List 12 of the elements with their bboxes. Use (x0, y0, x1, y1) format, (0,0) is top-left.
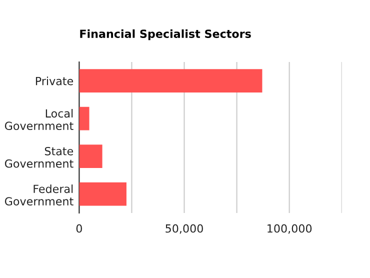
y-tick-label: State Government (4, 146, 74, 168)
y-tick-label: Private (36, 76, 74, 86)
y-tick-label: Federal Government (4, 184, 74, 206)
y-tick-label: Local Government (4, 109, 74, 130)
bar (79, 69, 262, 93)
x-tick-label: 50,000 (166, 224, 203, 234)
bar (79, 106, 90, 130)
x-tick-label: 0 (76, 224, 82, 233)
bar (79, 182, 126, 206)
chart-title: Financial Specialist Sectors (80, 29, 251, 40)
x-tick-label: 100,000 (268, 224, 312, 234)
bar (79, 144, 102, 168)
